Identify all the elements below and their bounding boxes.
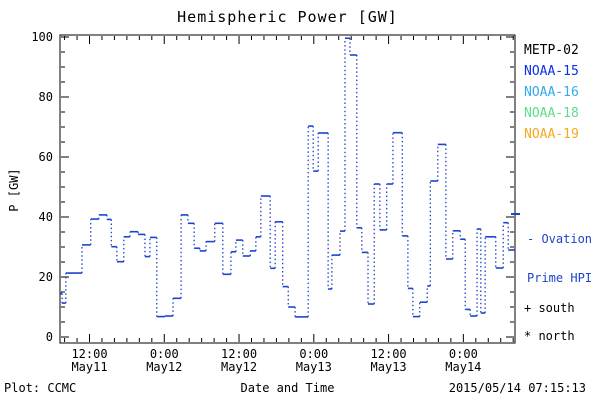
legend-item-metp02: METP-02 xyxy=(524,43,579,58)
x-tick-date-label: May12 xyxy=(146,360,182,374)
plot-timestamp: 2015/05/14 07:15:13 xyxy=(448,381,586,395)
ovation-legend-dash-icon xyxy=(511,213,520,215)
x-tick-date-label: May14 xyxy=(445,360,481,374)
x-tick-time-label: 0:00 xyxy=(299,347,328,361)
y-tick-label: 60 xyxy=(39,150,53,164)
x-axis-label: Date and Time xyxy=(240,381,335,395)
x-tick-time-label: 12:00 xyxy=(71,347,107,361)
legend-item-noaa16: NOAA-16 xyxy=(524,85,579,100)
north-marker-note: * north xyxy=(524,329,575,343)
x-tick-time-label: 12:00 xyxy=(371,347,407,361)
legend-item-noaa15: NOAA-15 xyxy=(524,64,579,79)
y-tick-label: 100 xyxy=(31,30,53,44)
chart-title: Hemispheric Power [GW] xyxy=(177,8,398,26)
x-tick-date-label: May13 xyxy=(296,360,332,374)
y-tick-label: 80 xyxy=(39,90,53,104)
satellite-legend: METP-02 NOAA-15 NOAA-16 NOAA-18 NOAA-19 xyxy=(524,44,579,149)
y-tick-label: 20 xyxy=(39,270,53,284)
x-tick-date-label: May13 xyxy=(371,360,407,374)
ovation-label-line1: - Ovation xyxy=(527,232,593,246)
x-tick-time-label: 0:00 xyxy=(449,347,478,361)
legend-item-noaa18: NOAA-18 xyxy=(524,106,579,121)
y-tick-label: 40 xyxy=(39,210,53,224)
x-tick-date-label: May11 xyxy=(71,360,107,374)
x-tick-time-label: 0:00 xyxy=(150,347,179,361)
x-tick-date-label: May12 xyxy=(221,360,257,374)
plot-credit: Plot: CCMC xyxy=(4,381,77,395)
legend-item-noaa19: NOAA-19 xyxy=(524,127,579,142)
ovation-label-line2: Prime HPI xyxy=(527,271,593,285)
plot-frame xyxy=(59,34,516,344)
y-tick-label: 0 xyxy=(46,330,53,344)
south-marker-note: + south xyxy=(524,301,575,315)
ovation-prime-hpi-label: - Ovation Prime HPI xyxy=(527,207,592,311)
x-tick-time-label: 12:00 xyxy=(221,347,257,361)
